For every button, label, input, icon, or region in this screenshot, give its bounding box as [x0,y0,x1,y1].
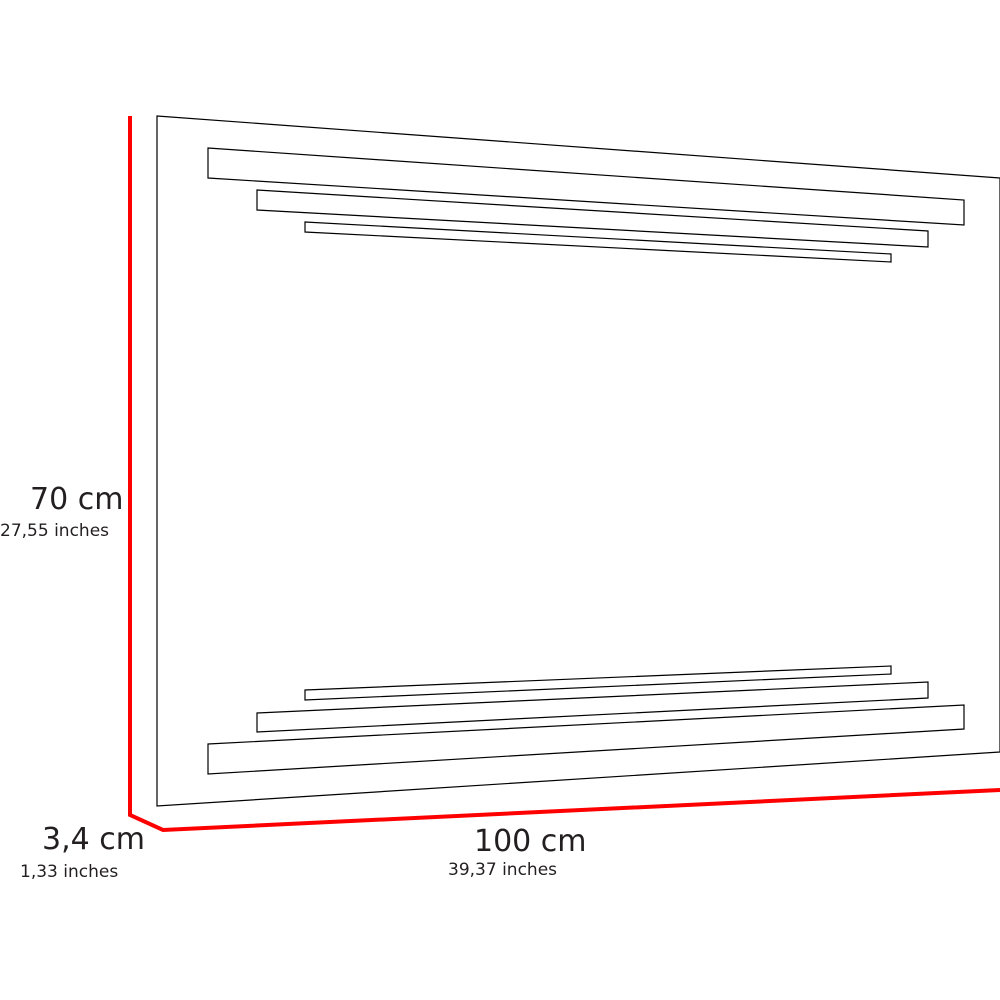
bottom-light-strip-1 [207,704,965,775]
bottom-light-strip-2 [256,681,929,733]
depth-imperial-label: 1,33 inches [20,862,119,882]
height-imperial-label: 27,55 inches [0,521,110,541]
depth-metric-label: 3,4 cm [42,822,145,857]
top-light-strip-2 [256,189,929,248]
top-light-strip-1 [207,147,965,226]
top-light-strip-3 [304,221,892,263]
height-metric-label: 70 cm [30,482,124,517]
dimension-lines [128,116,1000,833]
mirror-outline [156,115,1000,807]
bottom-light-strip-3 [304,665,892,701]
width-imperial-label: 39,37 inches [448,860,558,880]
width-metric-label: 100 cm [474,824,587,859]
